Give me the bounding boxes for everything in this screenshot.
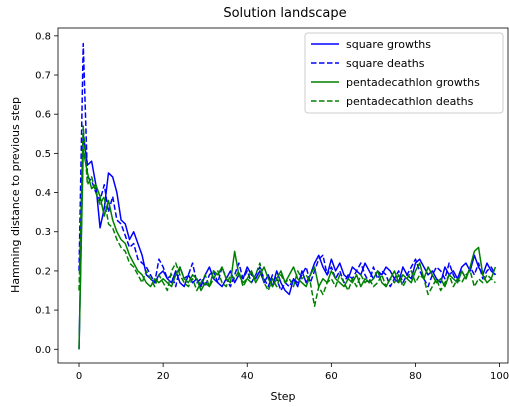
series-line-2 [78,42,497,292]
chart-title: Solution landscape [223,6,346,21]
y-tick-label: 0.1 [35,306,51,317]
x-axis-label: Step [270,390,295,403]
y-tick-label: 0.8 [35,31,51,42]
x-tick-label: 40 [241,371,254,382]
series-line-3 [78,148,497,350]
y-tick-label: 0.6 [35,110,51,121]
legend-label: square deaths [346,57,425,70]
y-tick-label: 0.3 [35,227,51,238]
y-tick-label: 0.0 [35,345,51,356]
y-axis-ticks: 0.0 0.1 0.2 0.3 0.4 0.5 0.6 0.7 0.8 [35,31,58,356]
legend-label: pentadecathlon deaths [346,95,474,108]
y-tick-label: 0.7 [35,71,51,82]
x-tick-label: 0 [76,371,82,382]
legend-box [304,32,504,114]
y-tick-label: 0.5 [35,149,51,160]
x-axis-ticks: 0 20 40 60 80 100 [76,363,509,382]
x-tick-label: 100 [490,371,509,382]
series-line-4 [78,125,496,307]
legend-label: square growths [346,38,431,51]
legend: square growths square deaths pentadecathlo… [304,32,504,114]
x-tick-label: 20 [157,371,170,382]
y-tick-label: 0.4 [35,188,51,199]
y-tick-label: 0.2 [35,266,51,277]
series-layer [78,42,497,350]
legend-label: pentadecathlon growths [346,76,480,89]
x-tick-label: 80 [409,371,422,382]
plot-frame [57,27,509,364]
x-tick-label: 60 [325,371,338,382]
y-axis-label: Hamming distance to previous step [9,97,22,293]
